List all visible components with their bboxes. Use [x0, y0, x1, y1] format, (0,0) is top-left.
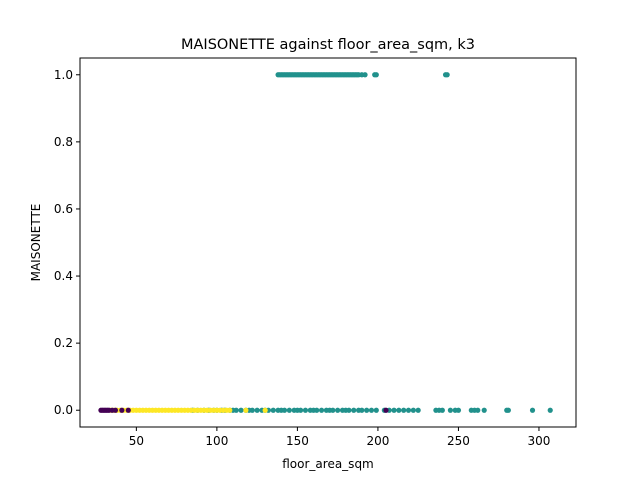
data-point-cluster-1: [439, 407, 445, 413]
y-axis-ticks: 0.0 0.2 0.4 0.6 0.8 1.0: [54, 68, 80, 417]
data-point-cluster-1: [481, 407, 487, 413]
data-point-cluster-1: [373, 72, 379, 78]
data-point-cluster-1: [455, 407, 462, 413]
data-point-cluster-1: [362, 72, 368, 78]
data-point-cluster-0: [383, 407, 389, 413]
data-point-cluster-1: [529, 407, 536, 413]
data-point-cluster-0: [112, 407, 119, 413]
data-point-cluster-1: [249, 407, 255, 413]
data-point-cluster-1: [405, 407, 412, 413]
data-point-cluster-1: [346, 407, 352, 413]
data-point-cluster-1: [318, 407, 325, 413]
y-tick-label: 0.4: [54, 269, 73, 283]
data-point-cluster-0: [125, 407, 131, 413]
data-point-cluster-1: [391, 407, 397, 413]
chart-title: MAISONETTE against floor_area_sqm, k3: [181, 37, 475, 53]
y-axis-label: MAISONETTE: [29, 204, 43, 282]
x-tick-label: 200: [366, 434, 389, 448]
data-point-cluster-1: [415, 407, 421, 413]
y-tick-label: 1.0: [54, 68, 73, 82]
data-point-cluster-1: [330, 407, 336, 413]
data-point-cluster-1: [351, 407, 357, 413]
data-point-cluster-1: [298, 407, 304, 413]
x-tick-label: 50: [129, 434, 144, 448]
data-point-cluster-2: [243, 407, 249, 413]
data-point-cluster-0: [119, 407, 125, 413]
data-point-cluster-1: [302, 407, 309, 413]
y-tick-label: 0.8: [54, 135, 73, 149]
data-point-cluster-1: [475, 407, 481, 413]
x-tick-label: 100: [205, 434, 228, 448]
data-point-cluster-1: [364, 407, 370, 413]
data-point-cluster-1: [233, 407, 239, 413]
x-axis-ticks: 50 100 150 200 250 300: [129, 427, 551, 448]
data-point-cluster-1: [444, 72, 450, 78]
x-tick-label: 300: [528, 434, 551, 448]
y-tick-label: 0.6: [54, 202, 73, 216]
data-point-cluster-2: [262, 407, 268, 413]
data-point-cluster-1: [359, 407, 365, 413]
x-tick-label: 150: [286, 434, 309, 448]
data-point-cluster-1: [505, 407, 511, 413]
data-point-cluster-1: [368, 407, 375, 413]
x-axis-label: floor_area_sqm: [282, 457, 374, 471]
data-points: [98, 72, 553, 413]
data-point-cluster-1: [335, 407, 341, 413]
data-point-cluster-1: [447, 407, 453, 413]
data-point-cluster-1: [396, 407, 402, 413]
y-tick-label: 0.2: [54, 336, 73, 350]
data-point-cluster-1: [401, 407, 407, 413]
data-point-cluster-1: [410, 407, 416, 413]
data-point-cluster-1: [547, 407, 553, 413]
data-point-cluster-1: [254, 407, 260, 413]
data-point-cluster-1: [314, 407, 320, 413]
data-point-cluster-1: [286, 407, 292, 413]
data-point-cluster-1: [281, 407, 288, 413]
plot-frame: [79, 57, 577, 428]
x-tick-label: 250: [447, 434, 470, 448]
data-point-cluster-1: [373, 407, 379, 413]
data-point-cluster-2: [227, 407, 233, 413]
data-point-cluster-1: [238, 407, 244, 413]
data-point-cluster-1: [270, 407, 276, 413]
y-tick-label: 0.0: [54, 403, 73, 417]
